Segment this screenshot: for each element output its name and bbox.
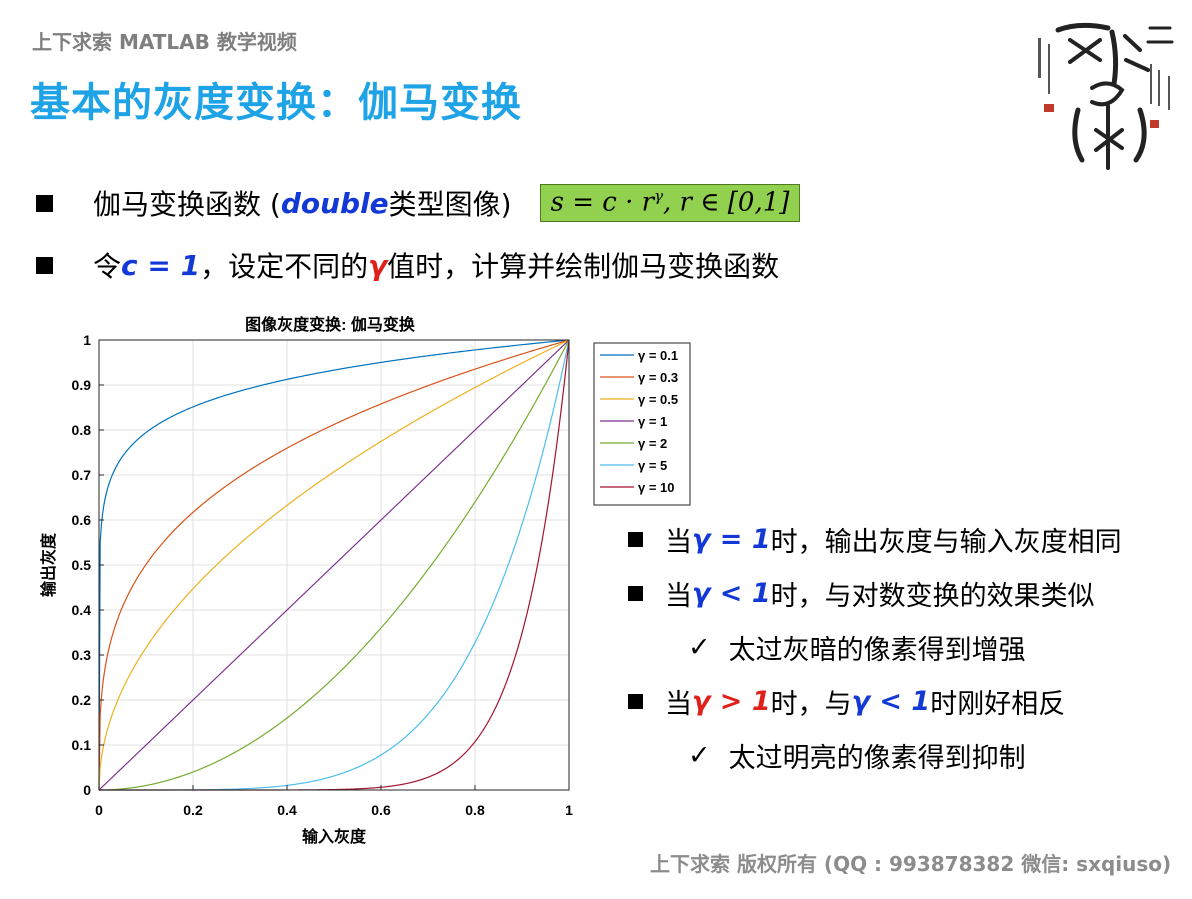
x-tick-label: 0.8 [465, 802, 485, 818]
y-tick-label: 0.7 [72, 467, 92, 483]
y-tick-label: 0.8 [72, 422, 92, 438]
legend-entry: γ = 0.5 [638, 392, 678, 407]
y-tick-label: 0.2 [72, 692, 92, 708]
x-tick-label: 0 [95, 802, 103, 818]
bullet-square-icon [628, 694, 643, 709]
bullet-text: 值时，计算并绘制伽马变换函数 [387, 250, 780, 283]
x-tick-label: 0.6 [371, 802, 391, 818]
note-gamma-eq-1: 当 γ = 1 时，输出灰度与输入灰度相同 [628, 520, 1122, 559]
bullet-text: ，设定不同的 [200, 250, 369, 283]
check-icon: ✓ [688, 632, 711, 663]
bullet-square-icon [628, 586, 643, 601]
bullet-square-icon [628, 532, 643, 547]
calligraphy-logo [1038, 22, 1174, 170]
x-tick-label: 0.4 [277, 802, 297, 818]
gamma-chart: 图像灰度变换: 伽马变换 输入灰度 输出灰度 0 0.1 0.2 0.3 0.4 0.5 0… [39, 315, 691, 846]
y-tick-label: 0.3 [72, 647, 92, 663]
bullet-text: 令 [93, 250, 122, 283]
y-tick-label: 0.4 [72, 602, 92, 618]
series-line-4 [99, 339, 570, 791]
keyword-gamma: γ [368, 248, 388, 282]
keyword-gamma-eq-1: γ = 1 [692, 524, 771, 555]
keyword-gamma-lt-1: γ < 1 [851, 686, 931, 717]
series-line-1 [98, 339, 570, 791]
keyword-double: double [280, 186, 389, 220]
series-line-3 [98, 339, 570, 791]
y-tick-label: 0.9 [72, 377, 92, 393]
note-dark-enhanced: ✓ 太过灰暗的像素得到增强 [688, 632, 1026, 666]
keyword-c: c = 1 [121, 248, 201, 282]
copyright-footer: 上下求索 版权所有 (QQ : 993878382 微信: sxqiuso) [650, 852, 1172, 876]
legend-entry: γ = 5 [638, 458, 667, 473]
y-tick-label: 0.6 [72, 512, 92, 528]
axes-frame [98, 339, 570, 791]
chart-title: 图像灰度变换: 伽马变换 [245, 315, 416, 334]
keyword-gamma-gt-1: γ > 1 [692, 686, 771, 717]
note-gamma-lt-1: 当 γ < 1 时，与对数变换的效果类似 [628, 574, 1095, 613]
legend-entry: γ = 0.3 [638, 370, 678, 385]
slide-title: 基本的灰度变换：伽马变换 [30, 80, 522, 126]
note-bright-suppressed: ✓ 太过明亮的像素得到抑制 [688, 740, 1026, 774]
x-tick-label: 1 [565, 802, 573, 818]
y-tick-label: 0 [83, 782, 91, 798]
keyword-gamma-lt-1: γ < 1 [692, 578, 771, 609]
bullet-square-icon [36, 194, 53, 212]
y-tick-label: 0.5 [72, 557, 92, 573]
bullet-text: 伽马变换函数 ( [93, 188, 281, 221]
y-axis-label: 输出灰度 [39, 532, 58, 597]
bullet-gamma-function: 伽马变换函数 (double 类型图像) s = c · rγ, r ∈ [0,… [36, 183, 801, 223]
legend-entry: γ = 10 [638, 480, 675, 495]
x-axis-label: 输入灰度 [302, 827, 367, 846]
y-tick-label: 0.1 [72, 737, 92, 753]
note-gamma-gt-1: 当 γ > 1 时，与 γ < 1 时刚好相反 [628, 682, 1065, 721]
series-line-0 [98, 339, 570, 791]
x-tick-label: 0.2 [183, 802, 203, 818]
bullet-text: 类型图像) [388, 188, 512, 221]
legend-box [593, 342, 691, 506]
check-icon: ✓ [688, 740, 711, 771]
legend-entry: γ = 0.1 [638, 348, 678, 363]
legend-entry: γ = 1 [638, 414, 667, 429]
course-subtitle: 上下求索 MATLAB 教学视频 [32, 30, 297, 54]
legend-entry: γ = 2 [638, 436, 667, 451]
y-tick-label: 1 [83, 332, 91, 348]
bullet-set-c: 令 c = 1 ，设定不同的 γ 值时，计算并绘制伽马变换函数 [36, 245, 779, 285]
bullet-square-icon [36, 256, 53, 274]
series-line-2 [98, 339, 570, 791]
gamma-formula: s = c · rγ, r ∈ [0,1] [539, 183, 801, 223]
